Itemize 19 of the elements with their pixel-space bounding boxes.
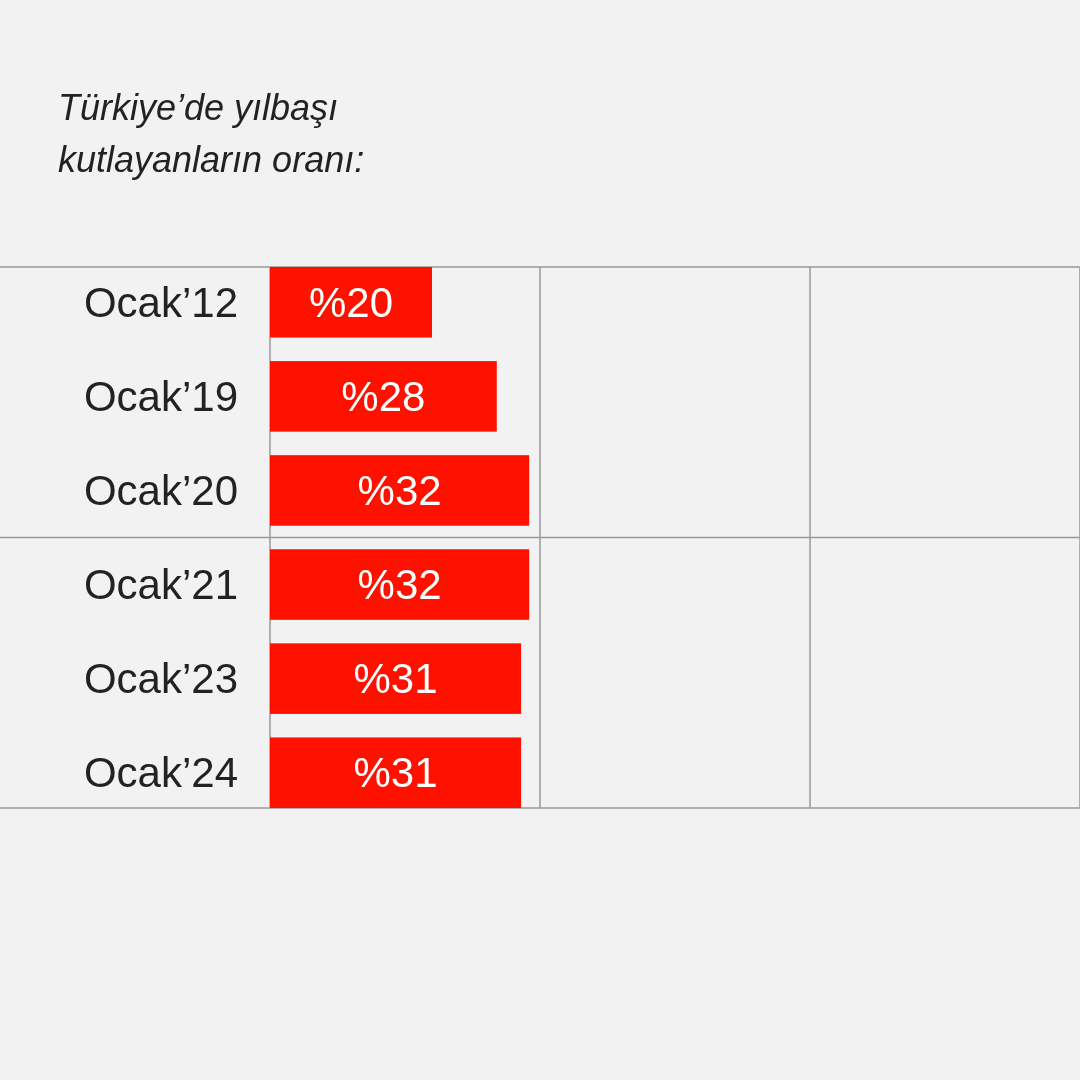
y-tick-label: Ocak’20 xyxy=(83,467,238,515)
y-tick-label: Ocak’21 xyxy=(83,561,238,609)
bar xyxy=(270,549,530,620)
bar xyxy=(270,643,522,714)
data-label: %31 xyxy=(353,749,438,797)
data-label: %20 xyxy=(308,278,394,326)
data-label: %32 xyxy=(357,467,442,515)
bar xyxy=(270,361,497,432)
chart-title: Türkiye’de yılbaşı kutlayanların oranı: xyxy=(58,87,365,180)
data-label: %31 xyxy=(353,655,438,703)
bar xyxy=(270,455,530,526)
bar xyxy=(270,737,522,808)
bar xyxy=(270,267,432,338)
data-label: %28 xyxy=(341,373,426,421)
y-tick-label: Ocak’19 xyxy=(83,373,238,421)
y-tick-label: Ocak’23 xyxy=(83,655,238,703)
data-label: %32 xyxy=(357,561,442,609)
y-tick-label: Ocak’24 xyxy=(83,749,238,797)
y-tick-label: Ocak’12 xyxy=(83,278,238,326)
